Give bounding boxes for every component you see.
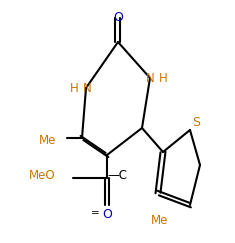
Text: Me: Me <box>39 133 57 147</box>
Text: H: H <box>70 81 78 95</box>
Text: N: N <box>83 81 91 95</box>
Text: S: S <box>192 115 200 129</box>
Text: MeO: MeO <box>28 168 55 182</box>
Text: H: H <box>159 71 167 85</box>
Text: —C: —C <box>107 168 127 182</box>
Text: O: O <box>113 11 123 24</box>
Text: N: N <box>146 71 154 85</box>
Text: O: O <box>102 208 112 221</box>
Text: =: = <box>91 208 99 218</box>
Text: Me: Me <box>151 214 169 226</box>
